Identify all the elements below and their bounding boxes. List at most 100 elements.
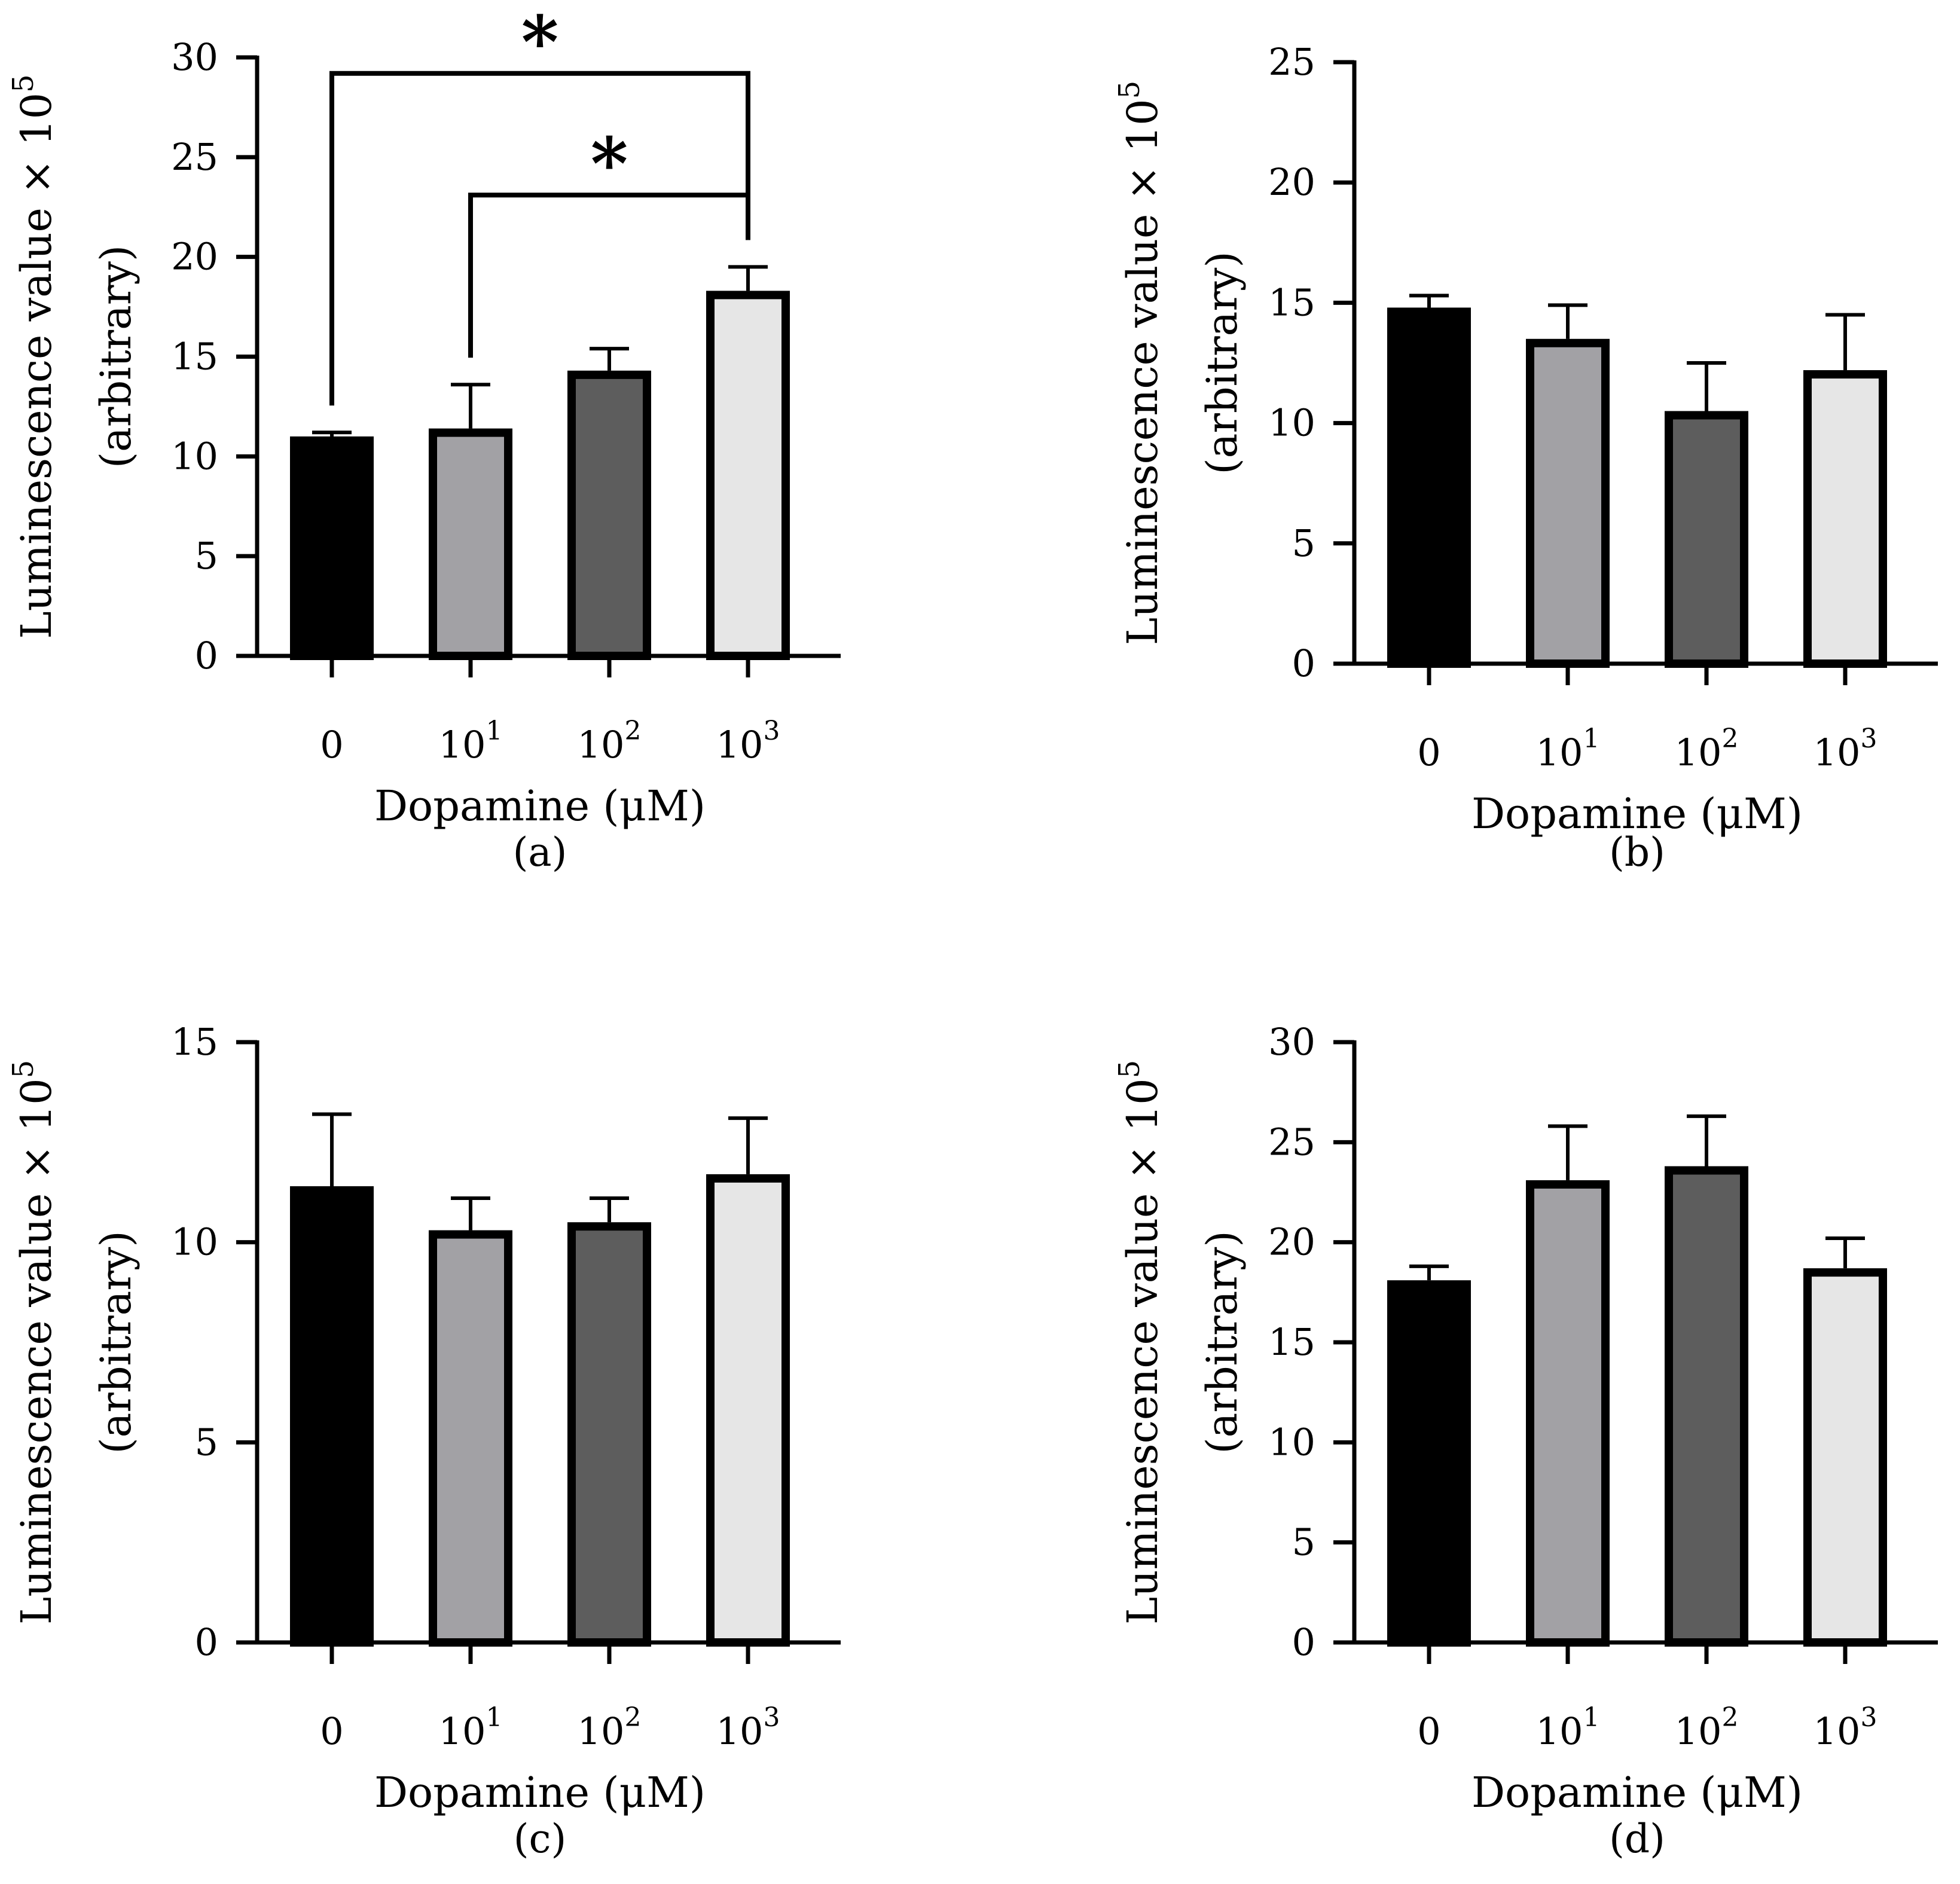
significance-star: * xyxy=(521,1,559,85)
y-axis-subtitle-text: (arbitrary) xyxy=(91,245,141,468)
x-tick-label: 102 xyxy=(578,1702,642,1753)
panel-label: (a) xyxy=(513,829,567,875)
y-tick-label: 5 xyxy=(1292,1520,1315,1564)
x-tick-label-exponent: 1 xyxy=(486,1702,502,1733)
y-tick-label: 0 xyxy=(195,1620,218,1664)
x-tick-label-base: 10 xyxy=(578,1709,625,1753)
bar xyxy=(290,1186,374,1647)
x-tick-label-exponent: 1 xyxy=(486,716,502,746)
x-tick-label: 101 xyxy=(439,1702,503,1753)
y-tick-label: 15 xyxy=(171,335,218,378)
y-tick-label: 25 xyxy=(1268,40,1315,84)
y-tick-label: 10 xyxy=(1268,401,1315,445)
x-axis-title: Dopamine (μM) xyxy=(374,1768,706,1817)
x-tick-label: 103 xyxy=(1814,723,1877,774)
x-axis-title: Dopamine (μM) xyxy=(1471,789,1803,838)
y-axis-subtitle-text: (arbitrary) xyxy=(1198,1230,1247,1454)
x-tick-label: 101 xyxy=(1536,723,1600,774)
y-axis-title-exponent: 5 xyxy=(7,1060,40,1079)
bar xyxy=(1803,370,1887,668)
x-tick-label-base: 10 xyxy=(439,723,486,767)
y-axis-title-main: Luminescence value × 10 xyxy=(1118,99,1167,645)
significance-bracket xyxy=(329,71,750,406)
bar xyxy=(1387,307,1471,668)
x-tick-label-base: 10 xyxy=(716,1709,764,1753)
y-tick-label: 25 xyxy=(1268,1120,1315,1164)
y-axis-title: Luminescence value × 105 xyxy=(1113,81,1167,645)
x-tick-label-base: 10 xyxy=(1675,731,1722,774)
x-tick-label-exponent: 2 xyxy=(624,1702,641,1733)
bar xyxy=(429,1230,512,1647)
x-tick-label-exponent: 3 xyxy=(763,716,780,746)
x-tick-label-exponent: 3 xyxy=(763,1702,780,1733)
x-tick-label: 102 xyxy=(1675,723,1739,774)
bar xyxy=(706,1174,790,1647)
x-tick-label-base: 10 xyxy=(578,723,625,767)
y-axis-title-exponent: 5 xyxy=(1113,81,1146,99)
y-tick-label: 0 xyxy=(195,634,218,677)
panel-label: (b) xyxy=(1609,829,1665,875)
y-tick-label: 15 xyxy=(1268,280,1315,324)
y-tick-label: 5 xyxy=(1292,521,1315,565)
bar xyxy=(290,436,374,660)
y-tick-label: 10 xyxy=(171,1220,218,1264)
y-tick-label: 20 xyxy=(1268,160,1315,204)
bar xyxy=(1526,1180,1610,1647)
significance-star: * xyxy=(591,122,628,206)
bar xyxy=(567,1222,651,1647)
x-tick-label-exponent: 2 xyxy=(1721,723,1738,754)
x-tick-label: 0 xyxy=(320,1709,343,1753)
bar xyxy=(1387,1280,1471,1647)
x-tick-label-base: 0 xyxy=(320,1709,343,1753)
y-axis-title: Luminescence value × 105 xyxy=(1113,1060,1167,1625)
x-tick-label-exponent: 2 xyxy=(624,716,641,746)
x-tick-label: 103 xyxy=(716,716,780,767)
y-axis-title: Luminescence value × 105 xyxy=(7,1060,61,1625)
x-tick-label-exponent: 1 xyxy=(1583,723,1599,754)
y-tick-label: 20 xyxy=(1268,1220,1315,1264)
x-tick-label-base: 0 xyxy=(1417,1709,1440,1753)
y-tick-label: 10 xyxy=(1268,1420,1315,1464)
x-tick-label-exponent: 2 xyxy=(1721,1702,1738,1733)
y-tick-label: 5 xyxy=(195,534,218,578)
y-axis-subtitle: (arbitrary) xyxy=(91,245,141,468)
x-tick-label: 102 xyxy=(578,716,642,767)
y-axis-title-main: Luminescence value × 10 xyxy=(1118,1078,1167,1625)
bar xyxy=(1665,1166,1748,1647)
y-tick-label: 0 xyxy=(1292,642,1315,685)
x-tick-label: 102 xyxy=(1675,1702,1739,1753)
x-tick-label-base: 10 xyxy=(1814,1709,1861,1753)
x-tick-label: 0 xyxy=(1417,1709,1440,1753)
bar xyxy=(1526,338,1610,668)
y-tick-label: 30 xyxy=(1268,1020,1315,1064)
y-axis-title-exponent: 5 xyxy=(7,74,40,93)
y-tick-label: 10 xyxy=(171,434,218,478)
x-tick-label-exponent: 3 xyxy=(1860,723,1877,754)
x-tick-label-base: 10 xyxy=(1536,731,1583,774)
y-axis-subtitle: (arbitrary) xyxy=(1198,1230,1247,1454)
x-axis-title: Dopamine (μM) xyxy=(1471,1768,1803,1817)
y-axis-subtitle: (arbitrary) xyxy=(1198,251,1247,474)
x-tick-label: 101 xyxy=(439,716,503,767)
panel-label: (c) xyxy=(514,1816,566,1862)
bar xyxy=(1803,1268,1887,1647)
y-axis-subtitle: (arbitrary) xyxy=(91,1230,141,1454)
bar xyxy=(429,428,512,660)
x-tick-label-base: 10 xyxy=(716,723,764,767)
x-tick-label-exponent: 1 xyxy=(1583,1702,1599,1733)
x-tick-label-base: 10 xyxy=(1675,1709,1722,1753)
x-tick-label: 101 xyxy=(1536,1702,1600,1753)
x-tick-label-base: 0 xyxy=(1417,731,1440,774)
y-tick-label: 5 xyxy=(195,1420,218,1464)
x-tick-label-base: 10 xyxy=(439,1709,486,1753)
y-axis-subtitle-text: (arbitrary) xyxy=(91,1230,141,1454)
y-tick-label: 15 xyxy=(171,1020,218,1064)
x-tick-label: 103 xyxy=(1814,1702,1877,1753)
x-tick-label-base: 0 xyxy=(320,723,343,767)
bar xyxy=(706,291,790,660)
x-tick-label: 0 xyxy=(1417,731,1440,774)
